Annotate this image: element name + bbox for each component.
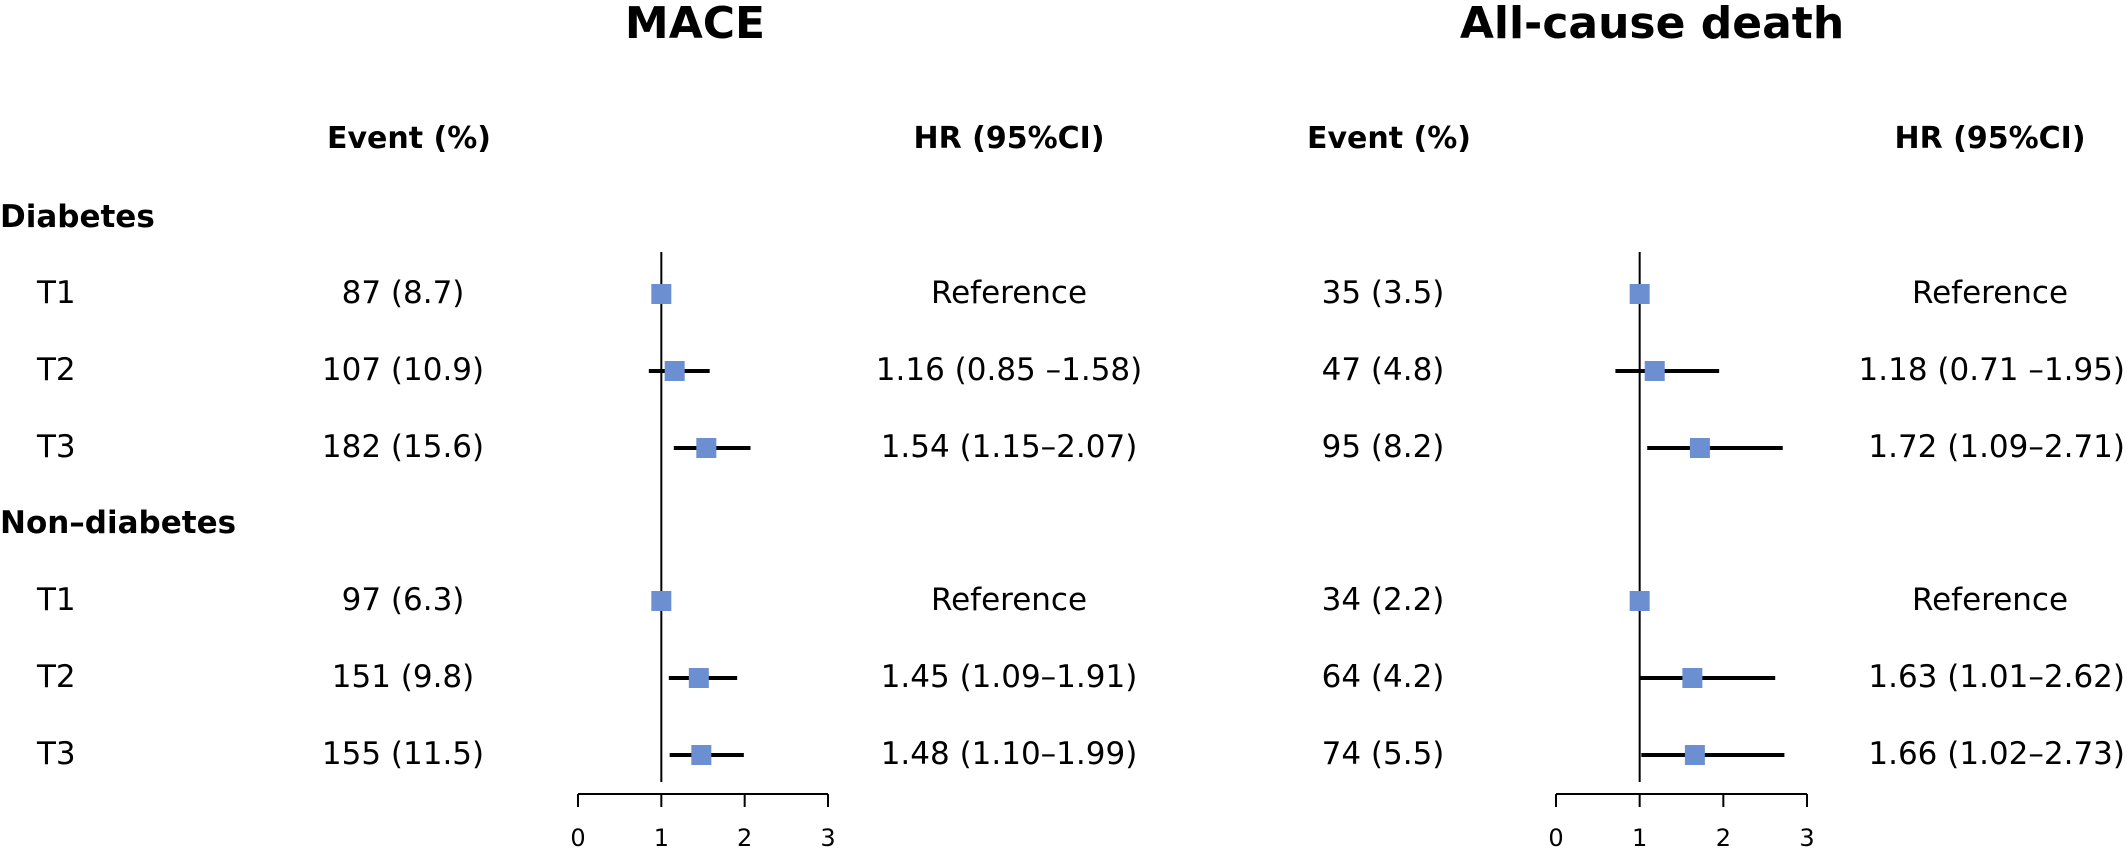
mace-hr-marker bbox=[651, 591, 672, 611]
mace-hr-marker bbox=[696, 438, 717, 458]
mace-event-header: Event (%) bbox=[326, 121, 492, 156]
mace-x-tick-label: 1 bbox=[654, 824, 669, 852]
row-label: T2 bbox=[37, 659, 76, 695]
row-label: T3 bbox=[37, 736, 76, 772]
mace-hr-cell: 1.45 (1.09–1.91) bbox=[880, 659, 1138, 695]
panel-title-mace: MACE bbox=[624, 0, 766, 49]
mace-hr-cell: 1.54 (1.15–2.07) bbox=[880, 429, 1138, 465]
death-hr-cell: 1.18 (0.71 –1.95) bbox=[1858, 352, 2125, 388]
mace-x-tick-label: 3 bbox=[820, 824, 835, 852]
mace-hr-marker bbox=[664, 361, 685, 381]
mace-hr-marker bbox=[691, 745, 712, 765]
death-hr-marker bbox=[1689, 438, 1710, 458]
death-hr-marker bbox=[1684, 745, 1705, 765]
death-event-cell: 47 (4.8) bbox=[1321, 352, 1445, 388]
row-label: T3 bbox=[37, 429, 76, 465]
death-hr-marker bbox=[1629, 284, 1650, 304]
death-hr-cell: 1.63 (1.01–2.62) bbox=[1868, 659, 2125, 695]
mace-event-cell: 151 (9.8) bbox=[331, 659, 475, 695]
row-label: T1 bbox=[37, 582, 76, 618]
mace-event-cell: 87 (8.7) bbox=[341, 275, 465, 311]
panel-title-death: All-cause death bbox=[1459, 0, 1845, 49]
mace-event-cell: 97 (6.3) bbox=[341, 582, 465, 618]
mace-hr-cell: 1.16 (0.85 –1.58) bbox=[875, 352, 1143, 388]
mace-hr-cell: 1.48 (1.10–1.99) bbox=[880, 736, 1138, 772]
death-hr-marker bbox=[1629, 591, 1650, 611]
mace-hr-cell: Reference bbox=[930, 275, 1088, 311]
mace-x-tick-label: 0 bbox=[570, 824, 585, 852]
mace-event-cell: 155 (11.5) bbox=[321, 736, 485, 772]
death-x-tick-label: 3 bbox=[1799, 824, 1814, 852]
mace-hr-marker bbox=[651, 284, 672, 304]
death-event-cell: 35 (3.5) bbox=[1321, 275, 1445, 311]
mace-x-tick-label: 2 bbox=[737, 824, 752, 852]
death-event-cell: 95 (8.2) bbox=[1321, 429, 1445, 465]
mace-hr-marker bbox=[688, 668, 709, 688]
death-hr-cell: Reference bbox=[1911, 275, 2069, 311]
group-label-diabetes: Diabetes bbox=[0, 199, 155, 235]
death-hr-cell: Reference bbox=[1911, 582, 2069, 618]
row-label: T2 bbox=[37, 352, 76, 388]
death-x-tick-label: 0 bbox=[1548, 824, 1563, 852]
death-hr-cell: 1.66 (1.02–2.73) bbox=[1868, 736, 2125, 772]
death-hr-marker bbox=[1682, 668, 1703, 688]
death-event-cell: 74 (5.5) bbox=[1321, 736, 1445, 772]
mace-hr-cell: Reference bbox=[930, 582, 1088, 618]
mace-event-cell: 182 (15.6) bbox=[321, 429, 485, 465]
death-x-tick-label: 1 bbox=[1632, 824, 1647, 852]
death-event-header: Event (%) bbox=[1306, 121, 1472, 156]
death-event-cell: 64 (4.2) bbox=[1321, 659, 1445, 695]
death-hr-cell: 1.72 (1.09–2.71) bbox=[1868, 429, 2125, 465]
group-label-non-diabetes: Non–diabetes bbox=[0, 505, 237, 541]
row-label: T1 bbox=[37, 275, 76, 311]
death-hr-header: HR (95%CI) bbox=[1894, 121, 2086, 156]
mace-hr-header: HR (95%CI) bbox=[913, 121, 1105, 156]
mace-event-cell: 107 (10.9) bbox=[321, 352, 485, 388]
death-event-cell: 34 (2.2) bbox=[1321, 582, 1445, 618]
death-x-tick-label: 2 bbox=[1716, 824, 1731, 852]
death-hr-marker bbox=[1644, 361, 1665, 381]
